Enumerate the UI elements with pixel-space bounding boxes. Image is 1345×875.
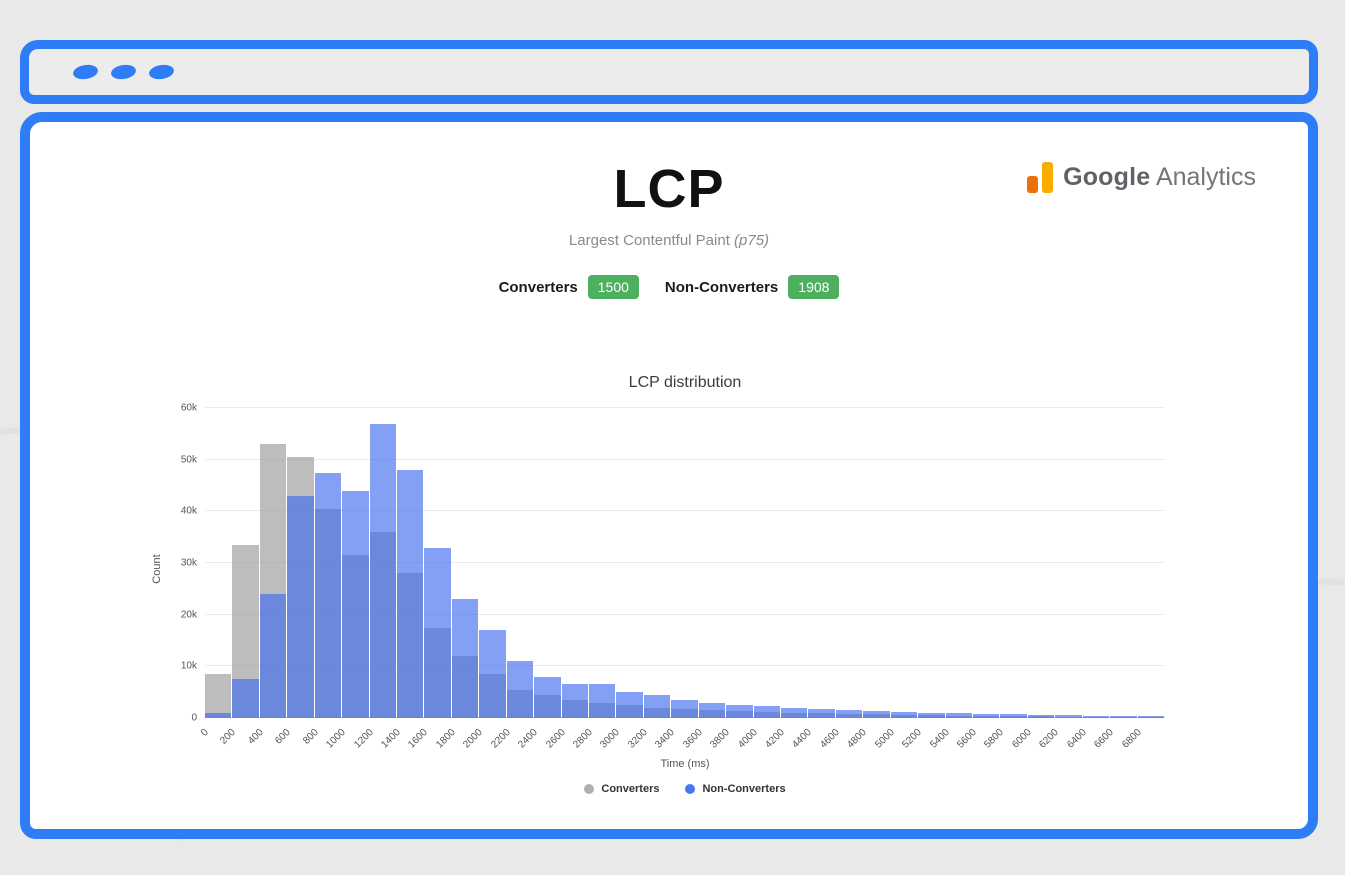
window-dot-icon[interactable] — [148, 63, 175, 81]
histogram-bar[interactable] — [369, 423, 396, 718]
legend: Converters Non-Converters — [205, 783, 1165, 795]
histogram-bar[interactable] — [671, 699, 698, 718]
browser-toolbar — [20, 40, 1318, 104]
analytics-bar-tall-icon — [1042, 162, 1054, 193]
histogram-bar[interactable] — [726, 704, 753, 718]
legend-dot-icon — [685, 784, 696, 794]
histogram-bar[interactable] — [1082, 715, 1110, 718]
histogram-bar[interactable] — [643, 694, 671, 718]
histogram-bar[interactable] — [1000, 714, 1027, 718]
subtitle-text: Largest Contentful Paint — [568, 232, 730, 249]
histogram-bar[interactable] — [863, 710, 890, 718]
y-axis-label: Count — [151, 554, 163, 584]
converters-stat: Converters 1500 — [499, 275, 639, 299]
histogram-bar[interactable] — [506, 661, 534, 718]
y-tick-label: 10k — [180, 660, 197, 672]
histogram-bar[interactable] — [781, 707, 808, 718]
gridline — [205, 458, 1165, 460]
histogram-bar[interactable] — [232, 679, 259, 718]
histogram-bar[interactable] — [808, 708, 835, 718]
histogram-bar[interactable] — [314, 472, 342, 718]
converters-value-badge: 1500 — [587, 275, 639, 299]
series-layer-non-converters — [205, 408, 1165, 718]
histogram-bar[interactable] — [835, 709, 863, 718]
subtitle-percentile: (p75) — [734, 232, 770, 249]
histogram-bar[interactable] — [890, 711, 918, 718]
histogram-bar[interactable] — [205, 712, 232, 718]
histogram-bar[interactable] — [451, 599, 479, 718]
legend-item-converters[interactable]: Converters — [584, 783, 659, 795]
histogram-bar[interactable] — [287, 495, 314, 718]
histogram-bar[interactable] — [479, 630, 506, 718]
histogram-bar[interactable] — [945, 713, 972, 718]
analytics-wordmark: Analytics — [1155, 163, 1256, 191]
google-analytics-logo: Google Analytics — [1027, 162, 1256, 193]
gridline — [205, 510, 1165, 512]
histogram-bar[interactable] — [205, 674, 232, 718]
histogram-bar[interactable] — [589, 684, 616, 718]
legend-item-non-converters[interactable]: Non-Converters — [685, 783, 786, 795]
histogram-bar[interactable] — [424, 547, 451, 718]
histogram-bar[interactable] — [1137, 716, 1164, 718]
histogram-bar[interactable] — [342, 490, 369, 718]
gridline — [205, 562, 1165, 563]
legend-dot-icon — [584, 784, 595, 794]
non-converters-stat: Non-Converters 1908 — [665, 275, 840, 299]
lcp-distribution-chart: LCP distribution 0 10k 20k 30k 40k 50k 60k Cou… — [151, 374, 1165, 795]
histogram-bar[interactable] — [698, 702, 726, 718]
browser-window: Google Analytics LCP Largest Contentful … — [20, 112, 1318, 839]
y-tick-label: 50k — [180, 454, 197, 466]
non-converters-label: Non-Converters — [664, 278, 779, 296]
histogram-bar[interactable] — [534, 676, 561, 718]
window-dot-icon[interactable] — [72, 63, 99, 81]
page-title: LCP — [613, 159, 725, 219]
chart-title: LCP distribution — [628, 374, 742, 391]
analytics-bar-short-icon — [1027, 176, 1039, 193]
google-wordmark: Google — [1063, 163, 1151, 191]
histogram-bar[interactable] — [397, 470, 424, 718]
histogram-bar[interactable] — [259, 594, 287, 718]
histogram-bar[interactable] — [1027, 714, 1055, 718]
histogram-bar[interactable] — [753, 706, 780, 718]
non-converters-value-badge: 1908 — [788, 275, 840, 299]
y-tick-label: 60k — [180, 402, 197, 414]
stats-row: Converters 1500 Non-Converters 1908 — [30, 275, 1308, 299]
x-ticks: 0 200 400 600 800 1000 1200 1400 1600 1800 2000 220… — [199, 718, 1165, 754]
histogram-bar[interactable] — [1055, 715, 1082, 718]
page-subtitle: Largest Contentful Paint (p75) — [30, 232, 1308, 249]
y-tick-label: 40k — [180, 505, 197, 517]
y-tick-label: 20k — [180, 609, 197, 621]
gridline — [205, 407, 1165, 408]
histogram-bar[interactable] — [973, 713, 1000, 718]
y-tick-label: 30k — [180, 557, 197, 569]
gridline — [205, 665, 1165, 667]
histogram-bar[interactable] — [1110, 715, 1137, 718]
window-control-dots — [72, 63, 175, 81]
histogram-bar[interactable] — [561, 684, 588, 718]
x-axis-label: Time (ms) — [660, 758, 710, 770]
page-content: Google Analytics LCP Largest Contentful … — [30, 122, 1308, 829]
y-tick-label: 0 — [191, 712, 197, 724]
legend-label: Converters — [601, 783, 660, 795]
google-analytics-wordmark: Google Analytics — [1063, 163, 1256, 192]
legend-label: Non-Converters — [702, 783, 786, 795]
analytics-bars-icon — [1027, 162, 1054, 193]
gridline — [205, 613, 1165, 615]
window-dot-icon[interactable] — [110, 63, 137, 81]
histogram-bar[interactable] — [616, 692, 643, 718]
converters-label: Converters — [498, 278, 578, 296]
plot-area[interactable]: 0 10k 20k 30k 40k 50k 60k Count — [151, 403, 1165, 724]
histogram-bar[interactable] — [918, 712, 945, 718]
